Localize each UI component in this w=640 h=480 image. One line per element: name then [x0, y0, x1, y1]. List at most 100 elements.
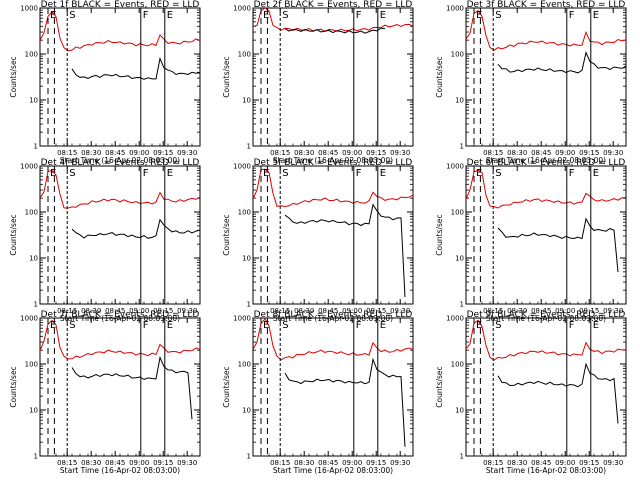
x-tick-label: 09:15: [579, 459, 599, 467]
plot-frame: [252, 317, 414, 457]
series-line-lld: [40, 11, 200, 52]
x-axis-label: Start Time (16-Apr-02 08:03:00): [60, 156, 180, 165]
y-tick-label: 10: [455, 255, 464, 263]
y-tick-label: 1000: [20, 163, 38, 171]
x-tick-label: 09:00: [555, 307, 575, 315]
x-tick-label: 08:15: [270, 307, 290, 315]
x-tick-label: 09:30: [603, 307, 623, 315]
detector-panel: Det 7f BLACK = Events, RED = LLD 1 10 100 10…: [9, 310, 201, 475]
x-tick-label: 09:30: [390, 149, 410, 157]
marker-label: E: [593, 320, 599, 331]
x-tick-label: 09:15: [579, 307, 599, 315]
marker-label: E: [50, 10, 56, 21]
y-tick-label: 1: [34, 301, 38, 309]
y-tick-label: 1: [247, 301, 251, 309]
series-line-lld: [466, 319, 626, 361]
x-tick-label: 08:15: [483, 149, 503, 157]
series-line-lld: [40, 169, 200, 209]
x-tick-label: 08:30: [507, 307, 527, 315]
x-tick-label: 09:15: [579, 149, 599, 157]
marker-label: E: [167, 320, 173, 331]
x-axis-label: Start Time (16-Apr-02 08:03:00): [273, 156, 393, 165]
x-tick-label: 09:00: [129, 307, 149, 315]
x-axis-label: Start Time (16-Apr-02 08:03:00): [60, 466, 180, 475]
x-tick-label: 08:45: [105, 307, 125, 315]
y-tick-label: 1: [460, 453, 464, 461]
marker-label: F: [143, 320, 149, 331]
x-tick-label: 09:30: [177, 149, 197, 157]
x-tick-label: 08:30: [507, 459, 527, 467]
x-tick-label: 09:00: [129, 459, 149, 467]
detector-panel: Det 5f BLACK = Events, RED = LLD 1 10 100 10…: [222, 158, 414, 323]
y-tick-label: 1: [247, 453, 251, 461]
series-line-events: [71, 355, 193, 420]
series-line-events: [71, 56, 200, 80]
y-tick-label: 10: [29, 407, 38, 415]
x-tick-label: 08:15: [270, 149, 290, 157]
y-tick-label: 1000: [446, 5, 464, 13]
plot-frame: [252, 165, 414, 305]
panel-title: Det 5f BLACK = Events, RED = LLD: [254, 158, 413, 168]
y-tick-label: 10: [29, 97, 38, 105]
x-tick-label: 08:45: [318, 149, 338, 157]
x-tick-label: 08:45: [531, 149, 551, 157]
y-tick-label: 100: [25, 361, 38, 369]
marker-label: E: [476, 10, 482, 21]
plot-frame: [252, 7, 414, 147]
x-tick-label: 09:30: [390, 459, 410, 467]
marker-label: F: [143, 168, 149, 179]
x-tick-label: 08:45: [105, 149, 125, 157]
x-tick-label: 09:15: [153, 149, 173, 157]
marker-label: S: [495, 10, 501, 21]
x-tick-label: 08:15: [483, 459, 503, 467]
x-tick-label: 09:30: [177, 307, 197, 315]
y-axis-label: Counts/sec: [222, 366, 231, 407]
series-line-lld: [253, 8, 413, 32]
x-tick-label: 09:30: [603, 149, 623, 157]
y-tick-label: 1: [34, 143, 38, 151]
x-tick-label: 09:00: [129, 149, 149, 157]
series-line-lld: [253, 168, 413, 208]
x-tick-label: 08:15: [270, 459, 290, 467]
marker-label: E: [167, 168, 173, 179]
marker-label: E: [476, 168, 482, 179]
marker-label: S: [69, 168, 75, 179]
x-tick-label: 09:00: [342, 459, 362, 467]
x-tick-label: 09:15: [366, 459, 386, 467]
marker-label: E: [50, 320, 56, 331]
series-line-lld: [253, 318, 413, 361]
marker-label: F: [143, 10, 149, 21]
y-axis-label: Counts/sec: [9, 214, 18, 255]
y-tick-label: 10: [455, 97, 464, 105]
plot-frame: [39, 165, 201, 305]
y-tick-label: 100: [25, 51, 38, 59]
marker-label: F: [569, 168, 575, 179]
x-axis-label: Start Time (16-Apr-02 08:03:00): [273, 466, 393, 475]
x-tick-label: 09:00: [342, 307, 362, 315]
marker-label: E: [50, 168, 56, 179]
x-tick-label: 08:45: [318, 459, 338, 467]
panel-title: Det 2f BLACK = Events, RED = LLD: [254, 0, 413, 10]
panel-title: Det 7f BLACK = Events, RED = LLD: [41, 310, 200, 320]
x-tick-label: 08:15: [57, 307, 77, 315]
marker-label: E: [263, 10, 269, 21]
x-tick-label: 08:45: [318, 307, 338, 315]
marker-label: S: [69, 10, 75, 21]
x-tick-label: 08:30: [507, 149, 527, 157]
series-line-events: [497, 217, 619, 273]
x-tick-label: 08:30: [294, 459, 314, 467]
plot-frame: [465, 7, 627, 147]
x-tick-label: 08:15: [483, 307, 503, 315]
marker-label: E: [380, 10, 386, 21]
y-tick-label: 100: [25, 209, 38, 217]
series-line-lld: [40, 319, 200, 360]
detector-panel: Det 4f BLACK = Events, RED = LLD 1 10 100 10…: [9, 158, 201, 323]
series-line-lld: [466, 169, 626, 209]
series-line-events: [497, 362, 619, 424]
x-tick-label: 09:15: [153, 459, 173, 467]
x-tick-label: 08:15: [57, 149, 77, 157]
x-tick-label: 09:30: [603, 459, 623, 467]
marker-label: S: [69, 320, 75, 331]
x-axis-label: Start Time (16-Apr-02 08:03:00): [486, 466, 606, 475]
